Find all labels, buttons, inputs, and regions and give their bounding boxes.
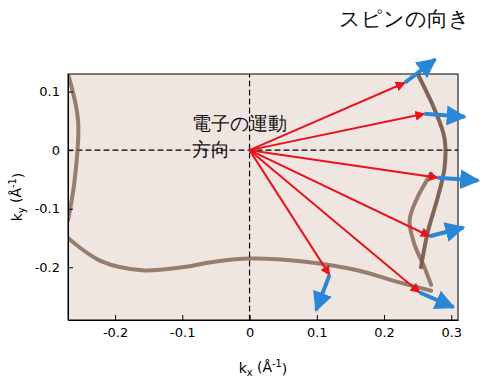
tick-label: 0.1 (39, 84, 60, 99)
spin-arrow (438, 178, 478, 181)
spin-arrow (405, 59, 435, 82)
tick: -0.2 (35, 260, 73, 275)
tick: -0.1 (170, 315, 195, 340)
plot: -0.2 -0.1 0 0.1 0.2 0.3 -0.2 -0.1 0 0.1 (35, 59, 479, 340)
tick-mark (115, 315, 116, 320)
tick-label: -0.2 (103, 325, 128, 340)
annotation: スピンの向き (339, 7, 470, 31)
tick-label: 0.2 (374, 325, 395, 340)
band-line (68, 74, 78, 220)
tick-mark (68, 267, 73, 268)
tick: 0.2 (374, 315, 395, 340)
tick: 0.1 (307, 315, 328, 340)
x-axis-title: kx (Å-1) (239, 358, 288, 378)
y-axis: -0.2 -0.1 0 0.1 (35, 75, 73, 321)
y-axis-title: ky (Å-1) (7, 173, 27, 222)
tick-mark (451, 315, 452, 320)
tick-mark (384, 315, 385, 320)
x-axis: -0.2 -0.1 0 0.1 0.2 0.3 (69, 315, 463, 340)
tick-mark (250, 315, 251, 320)
spin-arrow (316, 275, 329, 310)
tick-mark (68, 92, 73, 93)
axis-line (69, 320, 459, 321)
zero-line (249, 74, 250, 320)
tick-mark (182, 315, 183, 320)
tick: -0.2 (103, 315, 128, 340)
spin-arrow (424, 114, 464, 117)
tick-label: -0.1 (170, 325, 195, 340)
band-line (418, 74, 446, 267)
tick-label: -0.2 (35, 260, 60, 275)
tick-label: 0.3 (441, 325, 462, 340)
axis-line (68, 75, 69, 321)
tick-label: 0 (52, 143, 60, 158)
tick-mark (68, 150, 73, 151)
tick-mark (317, 315, 318, 320)
tick: 0 (52, 143, 73, 158)
motion-arrow (250, 150, 330, 275)
spin-arrow (420, 292, 454, 307)
tick: 0.3 (441, 315, 462, 340)
tick-label: 0 (246, 325, 254, 340)
tick-label: -0.1 (35, 201, 60, 216)
plot-background (68, 74, 458, 320)
zero-line (68, 150, 458, 151)
plot-frame (68, 74, 458, 320)
data-layer (68, 74, 458, 320)
tick: -0.1 (35, 201, 73, 216)
tick-label: 0.1 (307, 325, 328, 340)
annotation: 電子の運動方向 (192, 112, 287, 160)
spin-arrow (430, 227, 464, 236)
tick: 0.1 (39, 84, 73, 99)
tick: 0 (246, 315, 254, 340)
annotation-layer (316, 59, 478, 310)
motion-arrow (250, 150, 420, 292)
band-line (68, 238, 431, 291)
chart: -0.2 -0.1 0 0.1 0.2 0.3 -0.2 -0.1 0 0.1 kx (Å-1) ky… (0, 0, 485, 385)
tick-mark (68, 209, 73, 210)
